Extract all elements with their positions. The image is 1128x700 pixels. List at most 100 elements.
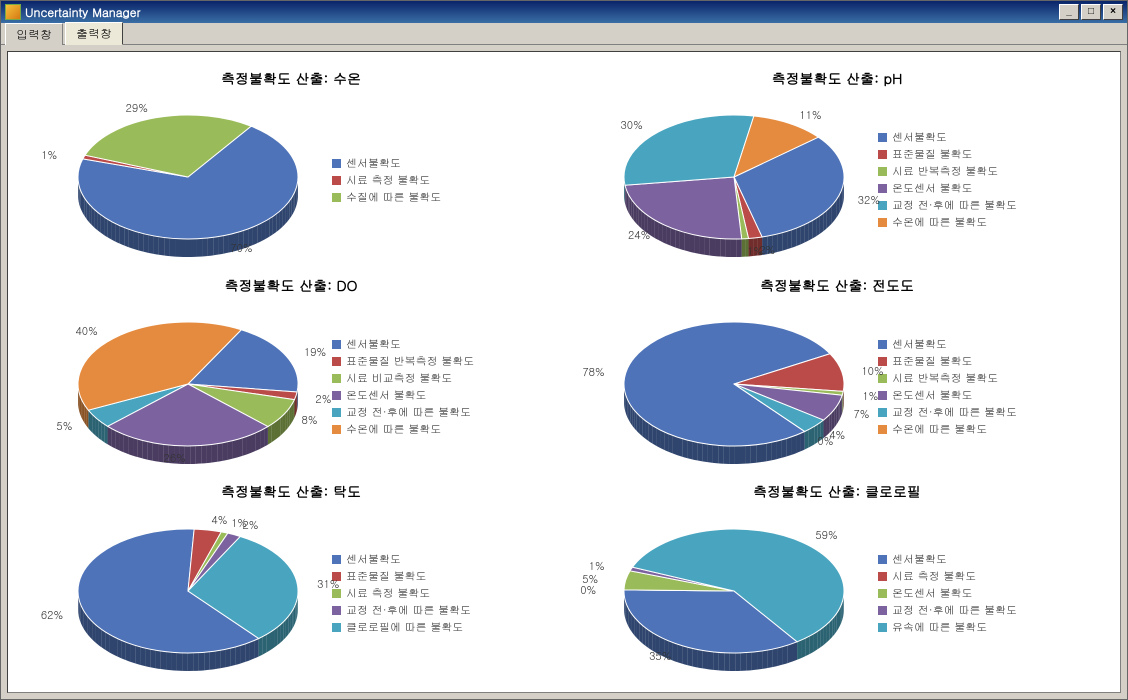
chart-cell: 측정불확도 산출: 전도도78%10%1%7%4%0%센서불확도표준물질 불확도… xyxy=(564,269,1110,476)
legend-label: 표준물질 불확도 xyxy=(892,147,973,162)
legend-swatch xyxy=(878,218,887,227)
legend-item: 온도센서 불확도 xyxy=(878,388,1017,403)
legend-item: 온도센서 불확도 xyxy=(878,181,1017,196)
legend-label: 표준물질 반복측정 불확도 xyxy=(346,354,474,369)
pie-pct-label: 19% xyxy=(304,345,326,360)
legend-swatch xyxy=(878,391,887,400)
legend-swatch xyxy=(332,357,341,366)
legend-item: 온도센서 불확도 xyxy=(878,586,1017,601)
legend-label: 센서불확도 xyxy=(346,552,401,567)
legend-swatch xyxy=(332,193,341,202)
legend-swatch xyxy=(878,133,887,142)
tab-input[interactable]: 입력창 xyxy=(5,23,63,45)
pie-pct-label: 8% xyxy=(302,413,318,428)
legend-swatch xyxy=(878,425,887,434)
pie-wrap: 35%0%5%1%59% xyxy=(604,507,864,677)
pie-pct-label: 59% xyxy=(815,528,837,543)
legend: 센서불확도표준물질 불확도시료 반복측정 불확도온도센서 불확도교정 전·후에 … xyxy=(878,335,1017,439)
pie-pct-label: 78% xyxy=(582,365,604,380)
pie-pct-label: 30% xyxy=(620,118,642,133)
legend: 센서불확도표준물질 불확도시료 반복측정 불확도온도센서 불확도교정 전·후에 … xyxy=(878,128,1017,232)
legend-label: 온도센서 불확도 xyxy=(892,388,973,403)
legend-label: 표준물질 불확도 xyxy=(892,354,973,369)
legend-item: 시료 반복측정 불확도 xyxy=(878,164,1017,179)
pie-pct-label: 5% xyxy=(56,419,72,434)
legend-item: 시료 반복측정 불확도 xyxy=(878,371,1017,386)
legend-swatch xyxy=(332,555,341,564)
pie-pct-label: 24% xyxy=(628,228,650,243)
legend-swatch xyxy=(332,425,341,434)
pie-pct-label: 32% xyxy=(858,193,880,208)
legend-swatch xyxy=(332,606,341,615)
tab-output[interactable]: 출력창 xyxy=(65,22,123,45)
pie-pct-label: 35% xyxy=(649,649,671,664)
content-area: 측정불확도 산출: 수온70%1%29%센서불확도시료 측정 불확도수질에 따른… xyxy=(1,45,1127,699)
legend-item: 클로로필에 따른 불확도 xyxy=(332,620,471,635)
legend-item: 교정 전·후에 따른 불확도 xyxy=(332,405,474,420)
legend-swatch xyxy=(878,555,887,564)
legend-label: 센서불확도 xyxy=(892,130,947,145)
titlebar: Uncertainty Manager _ □ × xyxy=(1,1,1127,23)
legend-swatch xyxy=(878,623,887,632)
chart-cell: 측정불확도 산출: 클로로필35%0%5%1%59%센서불확도시료 측정 불확도… xyxy=(564,475,1110,682)
pie-pct-label: 70% xyxy=(230,241,252,256)
legend: 센서불확도표준물질 불확도시료 측정 불확도교정 전·후에 따른 불확도클로로필… xyxy=(332,550,471,637)
pie-pct-label: 1% xyxy=(862,389,878,404)
legend-item: 교정 전·후에 따른 불확도 xyxy=(332,603,471,618)
pie-pct-label: 0% xyxy=(817,434,833,449)
legend-item: 표준물질 불확도 xyxy=(878,147,1017,162)
legend-swatch xyxy=(878,184,887,193)
legend-label: 온도센서 불확도 xyxy=(346,388,427,403)
legend-label: 시료 측정 불확도 xyxy=(892,569,976,584)
pie-pct-label: 4% xyxy=(211,513,227,528)
pie-pct-label: 1% xyxy=(747,244,763,259)
legend-item: 센서불확도 xyxy=(332,156,441,171)
legend: 센서불확도시료 측정 불확도온도센서 불확도교정 전·후에 따른 불확도유속에 … xyxy=(878,550,1017,637)
legend-item: 교정 전·후에 따른 불확도 xyxy=(878,405,1017,420)
legend-item: 교정 전·후에 따른 불확도 xyxy=(878,198,1017,213)
chart-cell: 측정불확도 산출: 탁도62%4%1%2%31%센서불확도표준물질 불확도시료 … xyxy=(18,475,564,682)
legend-swatch xyxy=(332,176,341,185)
legend-label: 시료 측정 불확도 xyxy=(346,586,430,601)
pie-wrap: 32%2%1%24%30%11% xyxy=(604,93,864,263)
legend-item: 수질에 따른 불확도 xyxy=(332,190,441,205)
pie-pct-label: 5% xyxy=(582,572,598,587)
legend-label: 교정 전·후에 따른 불확도 xyxy=(892,198,1017,213)
maximize-button[interactable]: □ xyxy=(1081,4,1101,20)
chart-title: 측정불확도 산출: 전도도 xyxy=(564,275,1110,295)
legend-label: 센서불확도 xyxy=(892,552,947,567)
pie-pct-label: 7% xyxy=(853,407,869,422)
minimize-button[interactable]: _ xyxy=(1059,4,1079,20)
chart-title: 측정불확도 산출: 탁도 xyxy=(18,481,564,501)
legend-item: 수온에 따른 불확도 xyxy=(878,215,1017,230)
pie-pct-label: 2% xyxy=(242,518,258,533)
legend-label: 수온에 따른 불확도 xyxy=(346,422,441,437)
legend-item: 교정 전·후에 따른 불확도 xyxy=(878,603,1017,618)
chart-cell: 측정불확도 산출: pH32%2%1%24%30%11%센서불확도표준물질 불확… xyxy=(564,62,1110,269)
pie-wrap: 78%10%1%7%4%0% xyxy=(604,300,864,470)
legend-swatch xyxy=(878,572,887,581)
legend-label: 수온에 따른 불확도 xyxy=(892,215,987,230)
legend-item: 센서불확도 xyxy=(332,552,471,567)
legend-item: 수온에 따른 불확도 xyxy=(332,422,474,437)
legend-swatch xyxy=(332,159,341,168)
legend-swatch xyxy=(878,167,887,176)
legend-item: 센서불확도 xyxy=(878,552,1017,567)
legend-label: 교정 전·후에 따른 불확도 xyxy=(892,603,1017,618)
legend-item: 수온에 따른 불확도 xyxy=(878,422,1017,437)
pie-pct-label: 2% xyxy=(315,392,331,407)
pie-pct-label: 1% xyxy=(41,148,57,163)
pie-pct-label: 26% xyxy=(164,451,186,466)
legend-label: 시료 비교측정 불확도 xyxy=(346,371,452,386)
pie-pct-label: 1% xyxy=(589,559,605,574)
legend-swatch xyxy=(332,623,341,632)
legend-swatch xyxy=(332,391,341,400)
legend-item: 표준물질 반복측정 불확도 xyxy=(332,354,474,369)
legend-item: 유속에 따른 불확도 xyxy=(878,620,1017,635)
pie-wrap: 70%1%29% xyxy=(58,93,318,263)
legend-swatch xyxy=(878,150,887,159)
pie-chart xyxy=(58,507,318,677)
close-button[interactable]: × xyxy=(1103,4,1123,20)
chart-canvas: 측정불확도 산출: 수온70%1%29%센서불확도시료 측정 불확도수질에 따른… xyxy=(7,51,1121,693)
legend-swatch xyxy=(332,408,341,417)
